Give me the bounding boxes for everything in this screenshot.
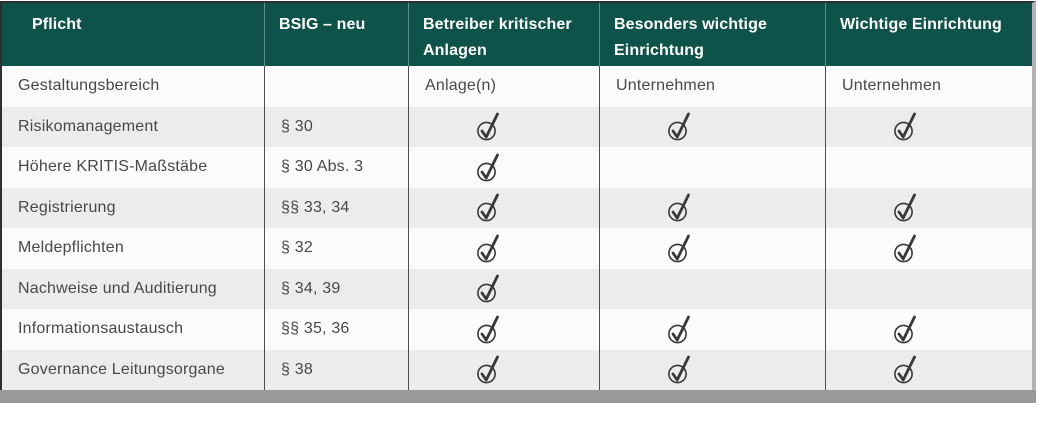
column-header-betreiber-kritischer-anlagen: Betreiber kritischer Anlagen bbox=[408, 3, 599, 66]
check-circle-icon bbox=[668, 355, 690, 384]
cell-check-besonders bbox=[599, 349, 825, 390]
cell-pflicht: Nachweise und Auditierung bbox=[18, 279, 217, 297]
check-circle-icon bbox=[668, 193, 690, 222]
table-row: Governance Leitungsorgane § 38 bbox=[2, 349, 1032, 390]
cell-check-wichtige bbox=[825, 187, 1032, 228]
check-circle-icon bbox=[894, 112, 916, 141]
cell-check-besonders bbox=[599, 106, 825, 147]
cell-check-betreiber bbox=[408, 106, 599, 147]
cell-check-wichtige bbox=[825, 228, 1032, 269]
table-row: Nachweise und Auditierung § 34, 39 bbox=[2, 268, 1032, 309]
table: Pflicht BSIG – neu Betreiber kritischer … bbox=[0, 1, 1036, 390]
check-circle-icon bbox=[894, 315, 916, 344]
column-header-besonders-wichtige-einrichtung: Besonders wichtige Einrichtung bbox=[599, 3, 825, 66]
cell-bsig: § 38 bbox=[264, 349, 408, 390]
cell-check-betreiber bbox=[408, 268, 599, 309]
column-header-bsig-neu: BSIG – neu bbox=[264, 3, 408, 66]
table-row: Registrierung §§ 33, 34 bbox=[2, 187, 1032, 228]
table-row: Informationsaustausch §§ 35, 36 bbox=[2, 309, 1032, 350]
cell-check-betreiber bbox=[408, 147, 599, 188]
cell-check-wichtige bbox=[825, 268, 1032, 309]
cell-pflicht: Informationsaustausch bbox=[18, 320, 184, 338]
check-circle-icon bbox=[894, 234, 916, 263]
check-circle-icon bbox=[668, 112, 690, 141]
cell-check-betreiber bbox=[408, 309, 599, 350]
cell-bsig: §§ 35, 36 bbox=[264, 309, 408, 350]
table-row: Gestaltungsbereich Anlage(n) Unternehmen… bbox=[2, 66, 1032, 107]
table-header-row: Pflicht BSIG – neu Betreiber kritischer … bbox=[2, 3, 1032, 66]
cell-scope-besonders: Unternehmen bbox=[599, 66, 825, 107]
cell-pflicht: Risikomanagement bbox=[18, 117, 159, 135]
cell-pflicht: Meldepflichten bbox=[18, 239, 124, 257]
cell-bsig: § 34, 39 bbox=[264, 268, 408, 309]
cell-check-besonders bbox=[599, 309, 825, 350]
cell-check-besonders bbox=[599, 187, 825, 228]
cell-check-besonders bbox=[599, 268, 825, 309]
check-circle-icon bbox=[477, 112, 499, 141]
cell-bsig bbox=[264, 66, 408, 107]
cell-check-wichtige bbox=[825, 309, 1032, 350]
cell-bsig: § 32 bbox=[264, 228, 408, 269]
check-circle-icon bbox=[894, 355, 916, 384]
table-row: Meldepflichten § 32 bbox=[2, 228, 1032, 269]
column-header-wichtige-einrichtung: Wichtige Einrichtung bbox=[825, 3, 1032, 66]
cell-bsig: § 30 Abs. 3 bbox=[264, 147, 408, 188]
bsig-pflichten-table: Pflicht BSIG – neu Betreiber kritischer … bbox=[0, 1, 1036, 403]
check-circle-icon bbox=[477, 355, 499, 384]
cell-scope-wichtige: Unternehmen bbox=[825, 66, 1032, 107]
cell-pflicht: Höhere KRITIS-Maßstäbe bbox=[18, 158, 208, 176]
cell-check-besonders bbox=[599, 147, 825, 188]
column-header-pflicht: Pflicht bbox=[32, 16, 82, 33]
table-row: Höhere KRITIS-Maßstäbe § 30 Abs. 3 bbox=[2, 147, 1032, 188]
cell-bsig: § 30 bbox=[264, 106, 408, 147]
check-circle-icon bbox=[668, 315, 690, 344]
cell-pflicht: Gestaltungsbereich bbox=[18, 77, 160, 95]
cell-check-wichtige bbox=[825, 106, 1032, 147]
cell-bsig: §§ 33, 34 bbox=[264, 187, 408, 228]
cell-pflicht: Governance Leitungsorgane bbox=[18, 360, 225, 378]
cell-check-wichtige bbox=[825, 147, 1032, 188]
check-circle-icon bbox=[477, 274, 499, 303]
check-circle-icon bbox=[477, 193, 499, 222]
cell-scope-betreiber: Anlage(n) bbox=[408, 66, 599, 107]
cell-check-betreiber bbox=[408, 349, 599, 390]
table-bottom-shadow bbox=[0, 390, 1036, 403]
cell-pflicht: Registrierung bbox=[18, 198, 116, 216]
cell-check-besonders bbox=[599, 228, 825, 269]
check-circle-icon bbox=[477, 315, 499, 344]
cell-check-betreiber bbox=[408, 228, 599, 269]
table-row: Risikomanagement § 30 bbox=[2, 106, 1032, 147]
check-circle-icon bbox=[477, 153, 499, 182]
check-circle-icon bbox=[894, 193, 916, 222]
cell-check-wichtige bbox=[825, 349, 1032, 390]
check-circle-icon bbox=[477, 234, 499, 263]
cell-check-betreiber bbox=[408, 187, 599, 228]
check-circle-icon bbox=[668, 234, 690, 263]
